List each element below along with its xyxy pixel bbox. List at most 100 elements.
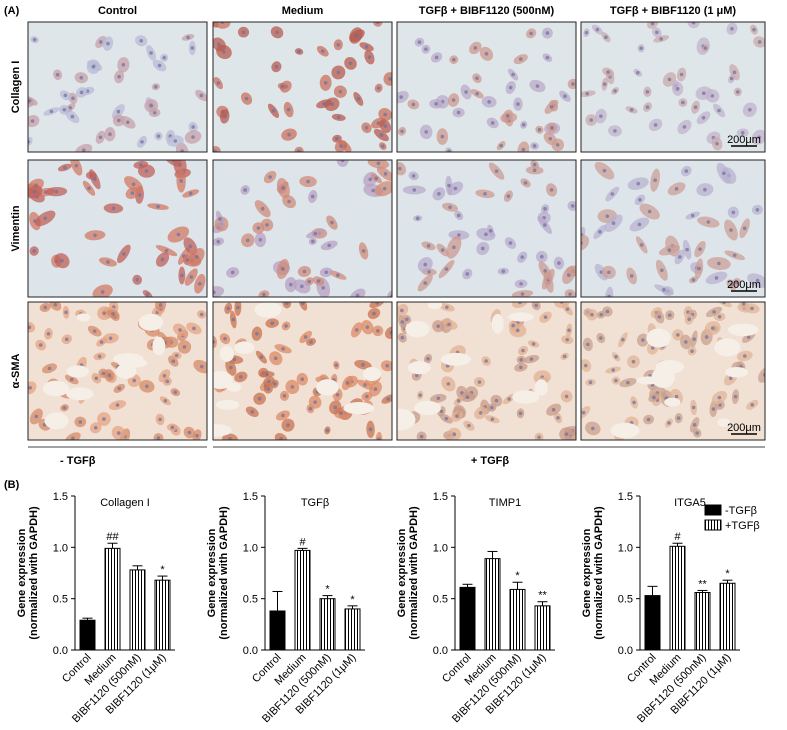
nucleus [125, 120, 130, 125]
nucleus [752, 27, 756, 32]
nucleus [178, 328, 182, 332]
chart-title: TGFβ [301, 497, 329, 509]
scale-bar-label: 200μm [727, 134, 761, 146]
nucleus [186, 35, 190, 40]
nucleus [273, 382, 277, 386]
nucleus [551, 407, 556, 412]
nucleus [121, 63, 126, 67]
nucleus [667, 77, 672, 82]
nucleus [60, 258, 64, 263]
image-border [580, 159, 766, 298]
significance: ## [106, 531, 119, 543]
nucleus [448, 205, 452, 210]
micrograph [212, 301, 393, 441]
nucleus [297, 149, 301, 152]
nucleus [674, 187, 679, 191]
nucleus [274, 65, 279, 69]
gap [316, 379, 339, 396]
nucleus [457, 233, 461, 237]
image-border [396, 301, 577, 441]
nucleus [729, 228, 733, 232]
nucleus [424, 47, 428, 51]
gap [215, 399, 240, 410]
nucleus [405, 317, 409, 322]
nucleus [70, 114, 75, 119]
nucleus [750, 306, 754, 311]
gap [397, 408, 416, 431]
nucleus [586, 342, 590, 347]
column-header: Medium [282, 5, 324, 17]
nucleus [257, 396, 262, 401]
nucleus [679, 72, 684, 77]
nucleus [613, 129, 617, 133]
nucleus [543, 268, 547, 273]
bar [154, 579, 171, 651]
nucleus [173, 139, 178, 143]
nucleus [381, 144, 385, 148]
nucleus [557, 261, 561, 265]
nucleus [440, 248, 445, 252]
nucleus [455, 414, 459, 418]
y-tick-label: 0.5 [618, 594, 633, 606]
nucleus [706, 220, 711, 224]
significance: ** [698, 578, 707, 590]
nucleus [639, 46, 643, 51]
nucleus [30, 119, 35, 123]
nucleus [427, 270, 431, 274]
nucleus [518, 57, 523, 61]
nucleus [365, 394, 369, 399]
y-tick-label: 1.5 [53, 491, 68, 503]
nucleus [484, 52, 489, 56]
nucleus [584, 30, 589, 35]
nucleus [447, 149, 451, 152]
nucleus [693, 105, 698, 110]
significance: * [325, 584, 330, 596]
nucleus [490, 405, 494, 410]
nucleus [156, 204, 160, 209]
nucleus [97, 354, 102, 359]
image-border [212, 301, 393, 441]
nucleus [626, 380, 630, 385]
nucleus [545, 31, 550, 35]
nucleus [182, 345, 187, 349]
nucleus [436, 324, 440, 328]
y-tick-label: 1.0 [618, 542, 633, 554]
nucleus [213, 149, 217, 152]
nucleus [139, 38, 143, 43]
column-header: Control [98, 5, 137, 17]
column-header: TGFβ + BIBF1120 (1 μM) [610, 5, 737, 17]
gap [427, 302, 443, 310]
nucleus [452, 432, 457, 437]
nucleus [653, 178, 657, 183]
gap [234, 341, 255, 354]
nucleus [213, 340, 216, 344]
nucleus [43, 305, 48, 310]
nucleus [762, 373, 765, 377]
nucleus [632, 400, 636, 405]
nucleus [279, 436, 283, 440]
nucleus [158, 417, 162, 422]
nucleus [275, 30, 279, 35]
nucleus [412, 188, 417, 192]
micrograph: 200μm [580, 159, 766, 298]
nucleus [437, 192, 441, 196]
nucleus [731, 210, 736, 215]
nucleus [100, 290, 105, 294]
scale-bar-label: 200μm [727, 279, 761, 291]
nucleus [678, 255, 682, 259]
bar [459, 586, 476, 651]
nucleus [506, 194, 511, 198]
cells [581, 302, 765, 440]
nucleus [423, 262, 428, 267]
nucleus [717, 261, 721, 266]
nucleus [750, 403, 755, 407]
y-tick-label: 1.0 [433, 542, 448, 554]
gap [362, 367, 381, 382]
nucleus [199, 364, 204, 369]
nucleus [399, 95, 403, 99]
image-border [396, 159, 577, 298]
nucleus [379, 133, 384, 137]
nucleus [473, 46, 478, 50]
nucleus [415, 373, 419, 378]
micrograph [27, 159, 208, 298]
